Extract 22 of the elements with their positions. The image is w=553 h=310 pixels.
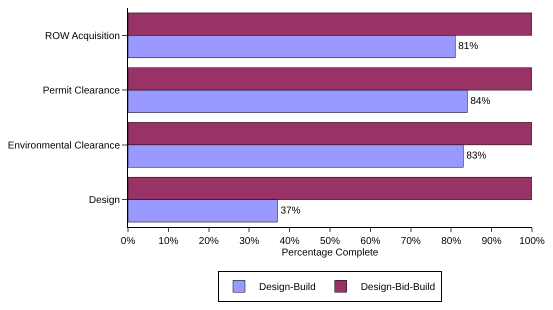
- y-tick-label: Permit Clearance: [42, 86, 120, 97]
- x-tick-label: 40%: [280, 236, 300, 247]
- x-axis-title: Percentage Complete: [282, 248, 379, 258]
- x-tick-label: 50%: [320, 236, 340, 247]
- legend-label: Design-Build: [259, 282, 316, 294]
- y-tick-label: Environmental Clearance: [8, 140, 120, 152]
- x-tick-label: 20%: [198, 236, 219, 247]
- x-tick-label: 30%: [239, 236, 260, 247]
- data-label: 83%: [466, 150, 486, 162]
- x-tick-label: 10%: [158, 236, 179, 247]
- y-tick-label: Design: [88, 195, 120, 206]
- x-tick-label: 100%: [519, 236, 545, 247]
- y-tick-label: ROW Acquisition: [44, 30, 120, 42]
- x-tick-label: 80%: [441, 236, 462, 247]
- x-tick-label: 90%: [482, 236, 502, 247]
- x-tick-label: 60%: [360, 236, 381, 247]
- data-label: 81%: [458, 41, 478, 52]
- x-tick-label: 0%: [120, 236, 136, 247]
- x-tick-label: 70%: [400, 236, 421, 247]
- data-label: 84%: [470, 96, 490, 107]
- legend-label: Design-Bid-Build: [360, 282, 436, 294]
- data-label: 37%: [280, 205, 301, 216]
